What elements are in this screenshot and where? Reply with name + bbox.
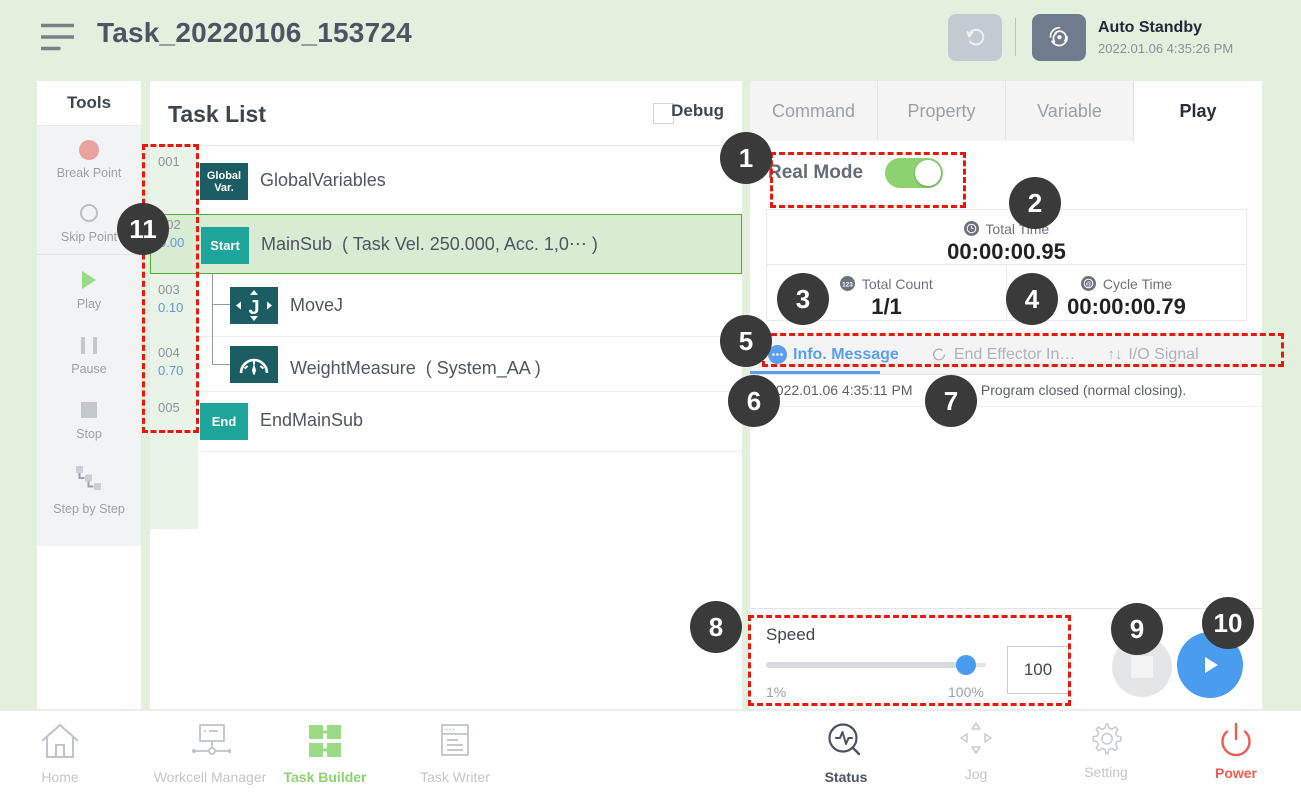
svg-text:123: 123 [842, 281, 853, 288]
svg-text:J: J [248, 297, 259, 319]
svg-text:@: @ [1086, 282, 1092, 288]
